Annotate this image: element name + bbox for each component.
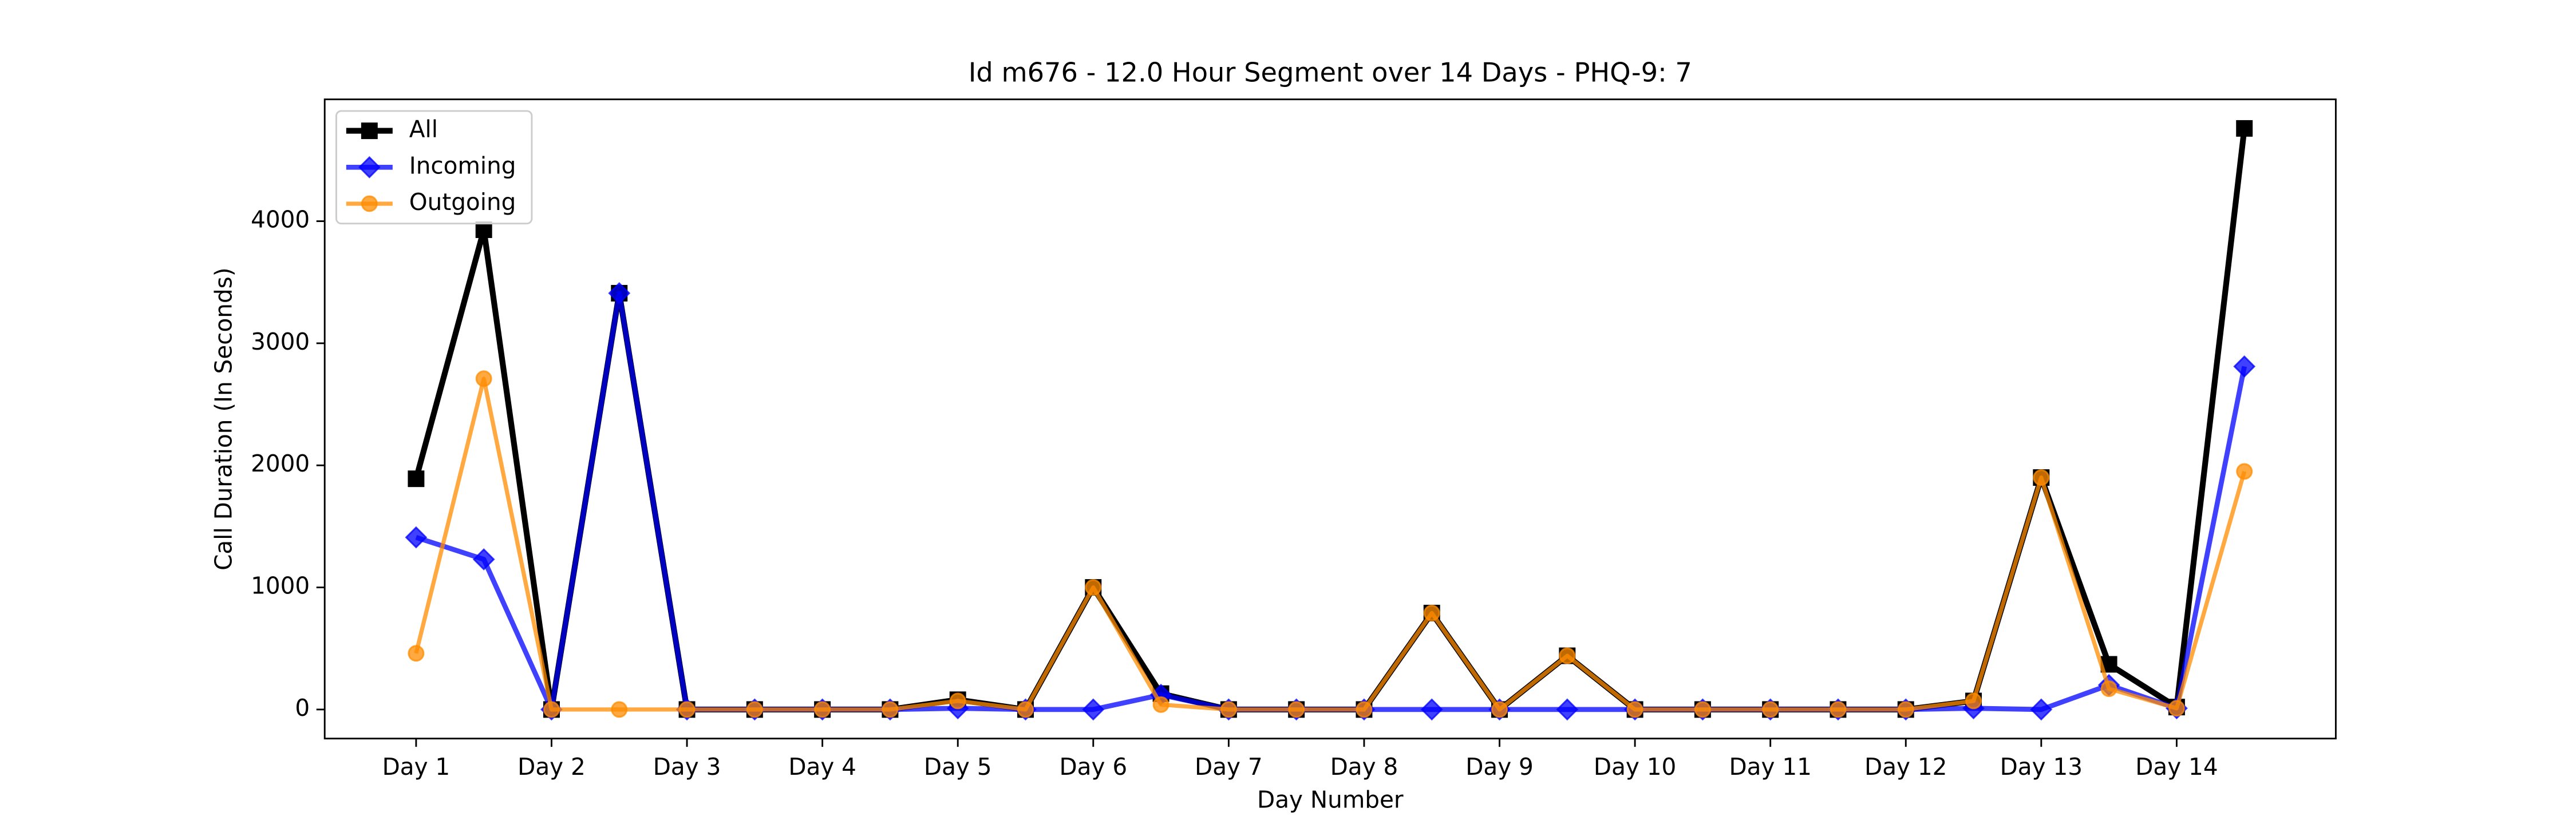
- marker: [1356, 701, 1373, 718]
- x-tick-label: Day 8: [1330, 753, 1398, 781]
- legend-box: [335, 110, 533, 225]
- marker: [1220, 701, 1237, 718]
- marker: [361, 122, 378, 140]
- marker: [475, 370, 492, 387]
- marker: [1288, 701, 1305, 718]
- y-tick-label: 3000: [251, 328, 310, 355]
- marker: [1556, 698, 1579, 721]
- line: [415, 291, 2247, 712]
- y-tick-label: 4000: [251, 206, 310, 233]
- y-tick-label: 1000: [251, 572, 310, 600]
- legend-label: Outgoing: [409, 188, 516, 216]
- marker: [1491, 701, 1508, 718]
- marker: [475, 221, 492, 238]
- y-tick-label: 0: [295, 694, 310, 722]
- marker: [408, 645, 425, 662]
- marker: [2030, 698, 2053, 721]
- marker: [611, 701, 628, 718]
- marker: [1082, 698, 1105, 721]
- marker: [1694, 701, 1711, 718]
- y-axis-label: Call Duration (In Seconds): [210, 267, 238, 571]
- marker: [1965, 692, 1982, 710]
- x-tick-label: Day 7: [1195, 753, 1263, 781]
- marker: [1559, 647, 1576, 664]
- marker: [1626, 701, 1643, 718]
- marker: [2236, 463, 2253, 480]
- x-tick-label: Day 10: [1594, 753, 1676, 781]
- legend-label: Incoming: [409, 152, 516, 179]
- marker: [814, 701, 831, 718]
- marker: [1897, 701, 1914, 718]
- line: [414, 377, 2247, 712]
- x-tick-label: Day 3: [653, 753, 721, 781]
- plot-frame: [323, 98, 2337, 740]
- marker: [1152, 696, 1170, 713]
- x-tick-label: Day 14: [2135, 753, 2218, 781]
- marker: [1762, 701, 1779, 718]
- x-tick-label: Day 12: [1864, 753, 1947, 781]
- x-tick-label: Day 11: [1729, 753, 1811, 781]
- marker: [2168, 700, 2185, 717]
- marker: [678, 701, 696, 718]
- marker: [1830, 701, 1847, 718]
- marker: [543, 701, 560, 718]
- marker: [2236, 120, 2253, 137]
- marker: [472, 548, 495, 571]
- x-tick-label: Day 13: [2000, 753, 2083, 781]
- x-tick-label: Day 5: [924, 753, 992, 781]
- series: [408, 370, 2253, 718]
- marker: [2233, 355, 2256, 378]
- marker: [361, 195, 378, 212]
- x-axis-label: Day Number: [1257, 786, 1404, 814]
- x-tick-label: Day 6: [1059, 753, 1127, 781]
- marker: [949, 692, 966, 710]
- y-tick-label: 2000: [251, 450, 310, 477]
- marker: [408, 470, 425, 488]
- marker: [1085, 579, 1102, 596]
- marker: [358, 156, 381, 179]
- line: [413, 128, 2247, 712]
- marker: [1423, 604, 1440, 621]
- marker: [405, 526, 428, 549]
- x-tick-label: Day 1: [382, 753, 451, 781]
- marker: [882, 701, 899, 718]
- marker: [1420, 698, 1443, 721]
- marker: [2100, 680, 2117, 698]
- legend: All Incoming Outgoing: [335, 110, 533, 225]
- x-tick-label: Day 2: [517, 753, 586, 781]
- marker: [746, 701, 763, 718]
- series: [405, 282, 2256, 721]
- marker: [608, 282, 631, 304]
- x-tick-label: Day 4: [788, 753, 856, 781]
- chart-title: Id m676 - 12.0 Hour Segment over 14 Days…: [969, 57, 1692, 88]
- legend-label: All: [409, 116, 438, 143]
- series: [408, 120, 2253, 718]
- x-tick-label: Day 9: [1465, 753, 1534, 781]
- marker: [1017, 701, 1034, 718]
- marker: [2033, 469, 2050, 486]
